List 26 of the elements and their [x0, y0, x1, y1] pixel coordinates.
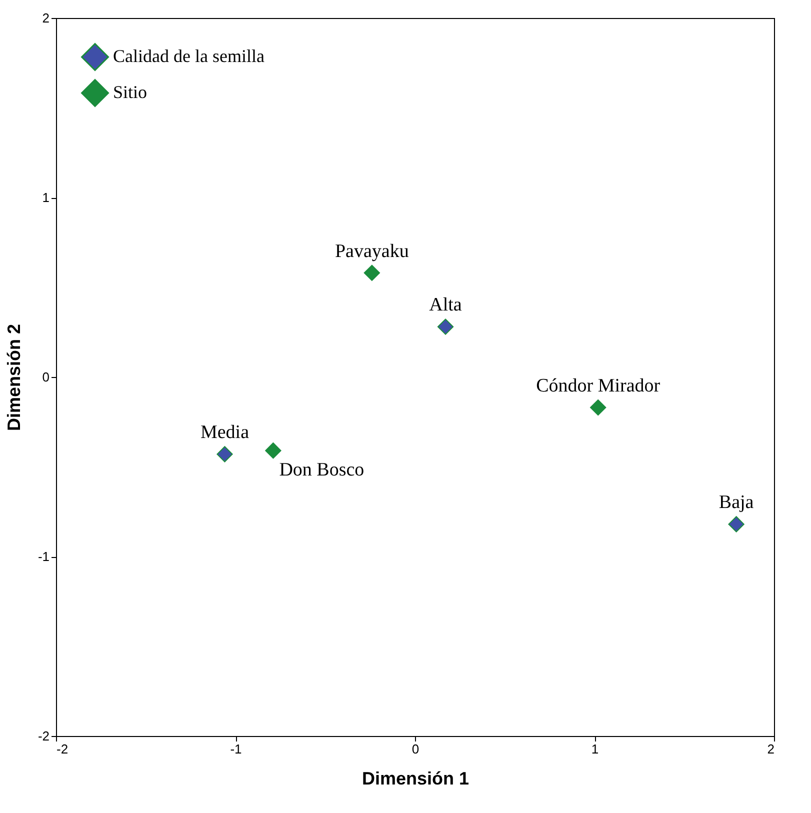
annotation: Pavayaku [334, 240, 410, 262]
y-tick-label: 0 [42, 370, 50, 384]
annotation: Media [200, 422, 250, 444]
y-tick-label: 2 [42, 10, 50, 26]
point [590, 399, 606, 416]
point [216, 446, 233, 462]
point [437, 318, 454, 335]
legend-label: Sitio [113, 82, 148, 102]
y-tick-label: -2 [38, 728, 50, 744]
x-tick-label: -1 [230, 742, 242, 756]
point [728, 516, 744, 532]
annotation: Baja [718, 492, 754, 514]
x-tick-label: 0 [412, 742, 420, 756]
x-tick-label: 1 [591, 742, 599, 756]
annotation: Cóndor Mirador [536, 376, 661, 397]
x-tick-label: 2 [767, 742, 774, 756]
y-tick-label: -1 [38, 549, 50, 564]
y-tick-label: 1 [42, 190, 50, 205]
y-axis-title: Dimensión 2 [4, 324, 24, 432]
legend-label: Calidad de la semilla [113, 46, 264, 66]
annotation: Don Bosco [279, 460, 364, 481]
annotation: Alta [429, 294, 462, 316]
point [265, 442, 282, 459]
x-tick-label: -2 [56, 742, 68, 756]
x-axis-title: Dimensión 1 [362, 768, 470, 788]
point [364, 264, 380, 281]
